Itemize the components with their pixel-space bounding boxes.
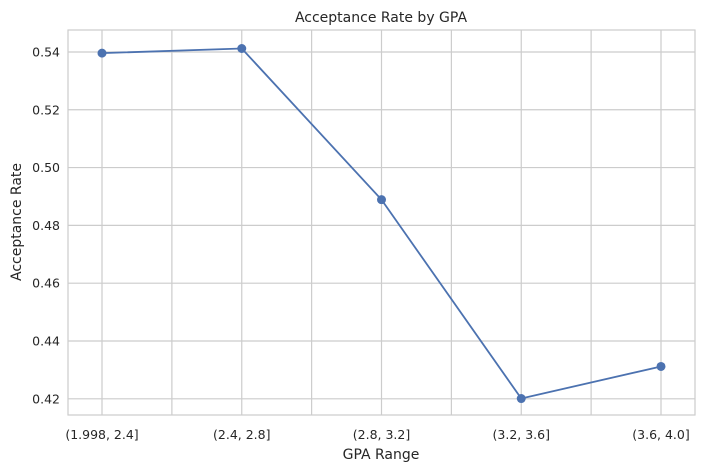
y-tick-label: 0.48 [32, 218, 60, 233]
y-tick-label: 0.46 [32, 276, 60, 291]
plot-border [67, 29, 696, 416]
data-point [377, 195, 386, 205]
x-tick-label: (2.8, 3.2] [353, 427, 410, 442]
y-tick-label: 0.50 [32, 160, 60, 175]
y-tick-label: 0.42 [32, 391, 60, 406]
x-tick-label: (2.4, 2.8] [213, 427, 270, 442]
x-tick-label: (3.2, 3.6] [493, 427, 550, 442]
x-tick-label: (1.998, 2.4] [65, 427, 138, 442]
data-point [516, 394, 526, 404]
chart-title: Acceptance Rate by GPA [295, 10, 467, 26]
y-tick-labels: 0.42 0.44 0.46 0.48 0.50 0.52 0.54 [32, 44, 60, 406]
y-tick-label: 0.52 [32, 102, 60, 117]
x-axis-label: GPA Range [343, 447, 420, 463]
data-point [656, 361, 666, 371]
grid-lines [68, 30, 695, 415]
x-tick-labels: (1.998, 2.4] (2.4, 2.8] (2.8, 3.2] (3.2, 3.… [65, 427, 689, 442]
data-point [97, 48, 107, 58]
y-axis-label: Acceptance Rate [9, 163, 25, 281]
y-tick-label: 0.44 [32, 334, 60, 349]
x-tick-label: (3.6, 4.0] [632, 427, 689, 442]
data-point [237, 43, 247, 53]
plot-frame [67, 29, 696, 416]
series-line [97, 43, 666, 404]
y-tick-label: 0.54 [32, 44, 60, 59]
